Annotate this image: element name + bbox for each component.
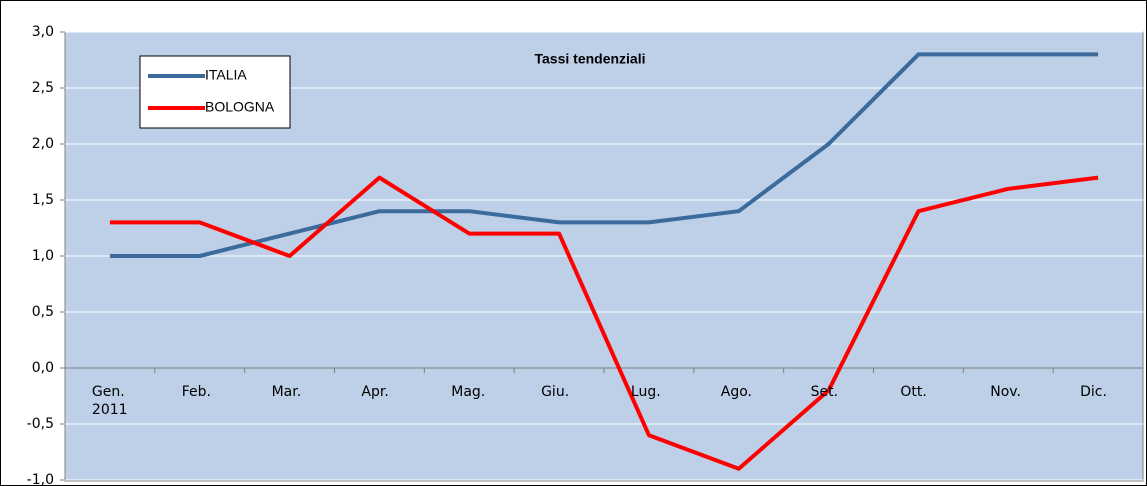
y-tick-label: 2,0 [32,136,54,152]
y-tick-label: 1,0 [32,248,54,264]
x-tick-label: Mar. [271,384,302,400]
series-line [109,175,1099,471]
x-tick-label: Mag. [451,384,486,400]
x-tick-label: Apr. [361,384,389,400]
legend-label: BOLOGNA [205,99,275,115]
y-tick-label: -1,0 [27,472,54,486]
x-tick-label: Ott. [900,384,927,400]
y-tick-label: -0,5 [27,416,54,432]
x-tick-label: Giu. [541,384,570,400]
chart-title: Tassi tendenziali [535,51,646,67]
y-tick-label: 1,5 [32,192,54,208]
legend-box [139,55,291,129]
x-tick-label: Dic. [1080,384,1107,400]
y-tick-label: 3,0 [32,24,54,40]
y-tick-label: 2,5 [32,80,54,96]
y-tick-label: 0,0 [32,360,54,376]
x-tick-label: Lug. [630,384,661,400]
y-tick-label: 0,5 [32,304,54,320]
x-tick-label: Feb. [181,384,211,400]
legend-label: ITALIA [205,67,247,83]
series-line [109,52,1099,258]
x-tick-label: Nov. [990,384,1021,400]
x-tick-label: Ago. [720,384,752,400]
x-tick-label: Gen. 2011 [91,384,128,418]
x-tick-label: Set. [810,384,839,400]
